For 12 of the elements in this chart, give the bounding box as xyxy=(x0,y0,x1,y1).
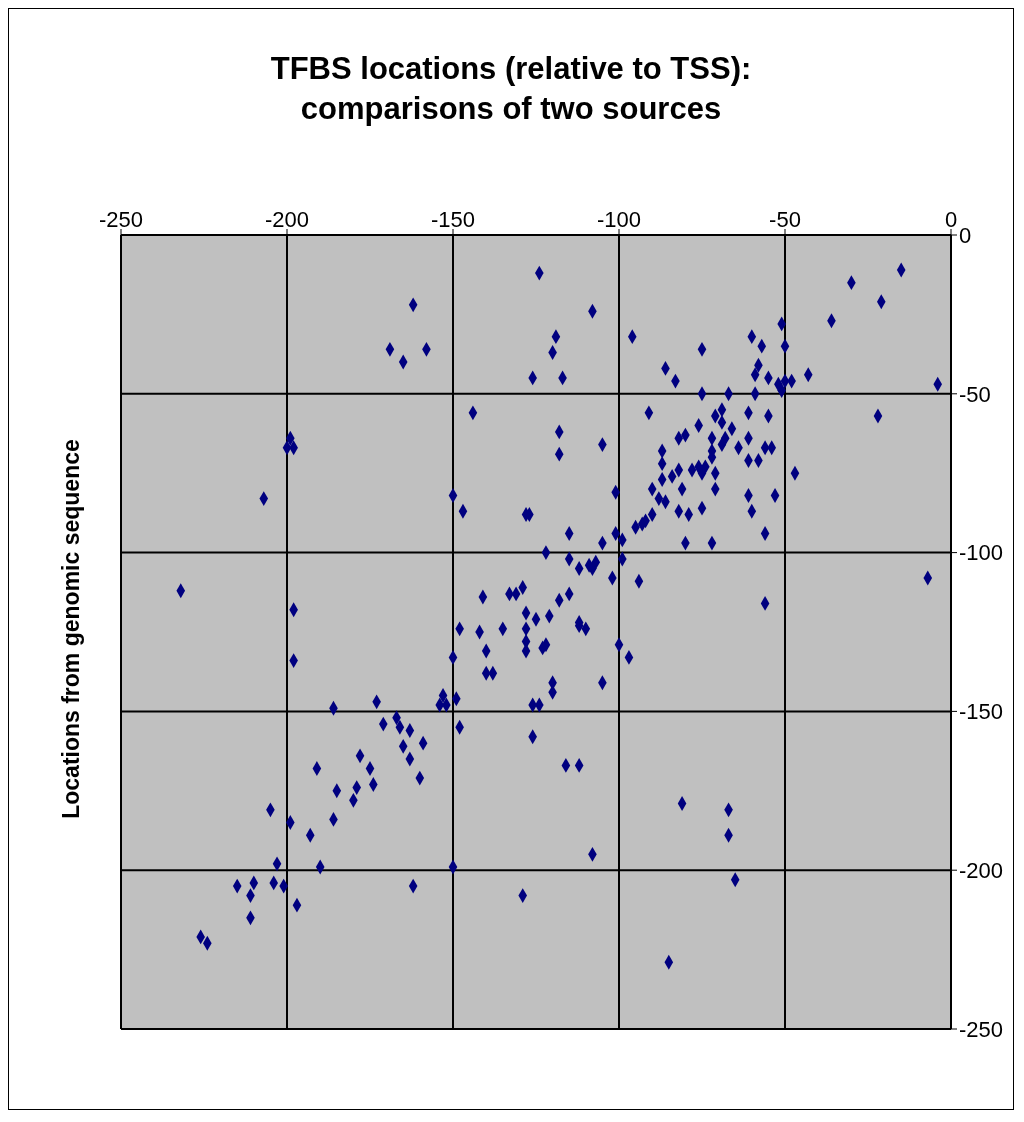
chart-title: TFBS locations (relative to TSS): comparisons of two sources xyxy=(269,50,753,128)
y-tick-label: -50 xyxy=(959,381,991,407)
x-tick-label: -150 xyxy=(430,207,476,232)
x-tick-label: -200 xyxy=(264,207,310,232)
y-axis-title: Locations from genomic sequence xyxy=(57,439,85,819)
y-tick-label: -150 xyxy=(959,699,1004,725)
x-tick-label: -250 xyxy=(98,207,144,232)
x-tick-label: -50 xyxy=(769,207,801,232)
y-tick-label: -100 xyxy=(959,540,1004,566)
x-tick-label: -100 xyxy=(596,207,642,232)
y-tick-label: -200 xyxy=(959,858,1004,884)
y-tick-label: -250 xyxy=(959,1016,1004,1042)
